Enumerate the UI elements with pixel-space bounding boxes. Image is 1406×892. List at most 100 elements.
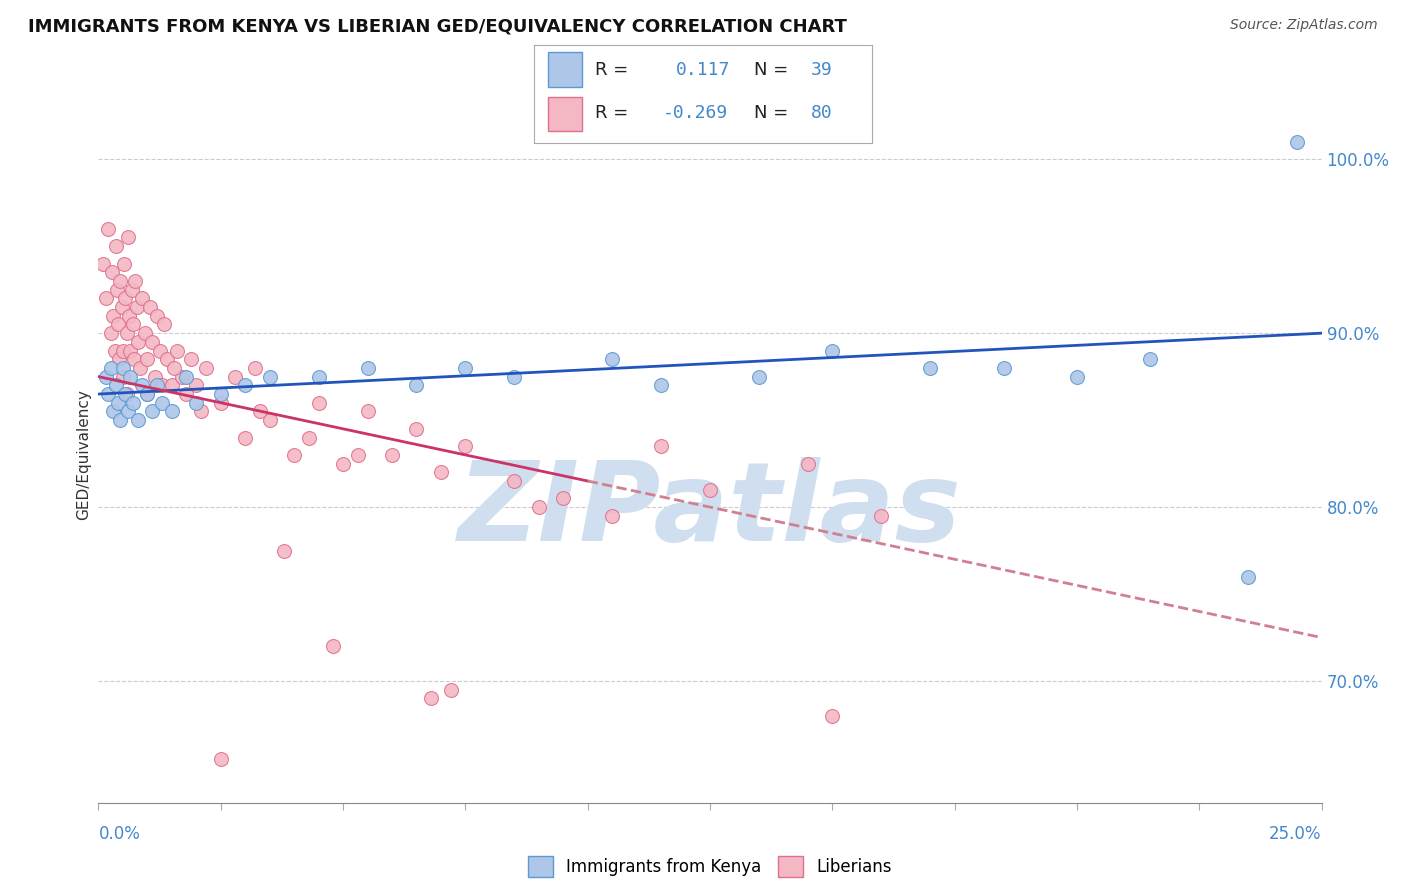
Point	[298, 430, 321, 444]
Point	[332, 457, 354, 471]
Point	[650, 378, 672, 392]
Point	[243, 360, 266, 375]
Point	[120, 369, 142, 384]
Point	[111, 369, 134, 384]
Text: Source: ZipAtlas.com: Source: ZipAtlas.com	[1230, 18, 1378, 32]
Point	[821, 708, 844, 723]
Point	[797, 457, 820, 471]
Point	[103, 343, 125, 358]
Text: N =: N =	[754, 104, 787, 122]
Bar	[548, 53, 582, 87]
Point	[110, 274, 132, 288]
Point	[176, 387, 198, 401]
Point	[110, 413, 132, 427]
Point	[127, 334, 149, 349]
Point	[170, 369, 193, 384]
Point	[346, 448, 368, 462]
Point	[356, 360, 378, 375]
Point	[97, 222, 120, 236]
Point	[117, 404, 139, 418]
Text: R =: R =	[595, 104, 628, 122]
Point	[405, 422, 427, 436]
Point	[153, 318, 176, 332]
Legend: Immigrants from Kenya, Liberians: Immigrants from Kenya, Liberians	[520, 848, 900, 885]
Point	[125, 300, 148, 314]
Point	[146, 309, 169, 323]
Point	[308, 369, 330, 384]
Point	[553, 491, 575, 506]
Point	[94, 291, 117, 305]
Point	[527, 500, 550, 514]
Point	[141, 334, 163, 349]
Point	[259, 369, 281, 384]
Text: 80: 80	[811, 104, 832, 122]
Point	[121, 283, 143, 297]
Point	[101, 309, 124, 323]
Point	[356, 404, 378, 418]
Point	[283, 448, 305, 462]
Point	[118, 309, 141, 323]
Point	[454, 439, 477, 453]
Point	[993, 360, 1015, 375]
Point	[121, 395, 143, 409]
Point	[420, 691, 443, 706]
Text: 25.0%: 25.0%	[1270, 825, 1322, 843]
Point	[156, 352, 179, 367]
Point	[104, 239, 127, 253]
Point	[124, 274, 146, 288]
Point	[111, 300, 134, 314]
Point	[141, 404, 163, 418]
Point	[115, 387, 138, 401]
Point	[381, 448, 404, 462]
Point	[107, 318, 129, 332]
Point	[190, 404, 212, 418]
Point	[115, 326, 138, 340]
Point	[600, 352, 623, 367]
Point	[111, 360, 134, 375]
Point	[273, 543, 295, 558]
Point	[699, 483, 721, 497]
Point	[249, 404, 271, 418]
Point	[176, 369, 198, 384]
Point	[91, 256, 114, 270]
Point	[163, 360, 186, 375]
Y-axis label: GED/Equivalency: GED/Equivalency	[76, 390, 91, 520]
Point	[114, 291, 136, 305]
Point	[209, 387, 232, 401]
Point	[121, 318, 143, 332]
Point	[209, 395, 232, 409]
Point	[139, 300, 162, 314]
Point	[195, 360, 218, 375]
Point	[149, 343, 172, 358]
Point	[101, 404, 124, 418]
Point	[1237, 569, 1260, 583]
Point	[131, 378, 153, 392]
Point	[114, 387, 136, 401]
Point	[100, 326, 122, 340]
Point	[122, 352, 145, 367]
Point	[259, 413, 281, 427]
Point	[120, 343, 142, 358]
Text: 39: 39	[811, 62, 832, 79]
Point	[166, 343, 188, 358]
Point	[430, 465, 453, 479]
Point	[503, 369, 526, 384]
Point	[1139, 352, 1161, 367]
Point	[129, 360, 152, 375]
Point	[748, 369, 770, 384]
Point	[233, 378, 256, 392]
Point	[107, 395, 129, 409]
Point	[94, 369, 117, 384]
Point	[322, 639, 344, 653]
Bar	[548, 96, 582, 131]
Point	[97, 387, 120, 401]
Point	[111, 343, 134, 358]
Text: ZIPatlas: ZIPatlas	[458, 457, 962, 564]
Point	[920, 360, 942, 375]
Point	[150, 395, 173, 409]
Point	[112, 256, 135, 270]
Point	[160, 378, 183, 392]
Point	[136, 387, 159, 401]
Point	[233, 430, 256, 444]
Text: N =: N =	[754, 62, 787, 79]
